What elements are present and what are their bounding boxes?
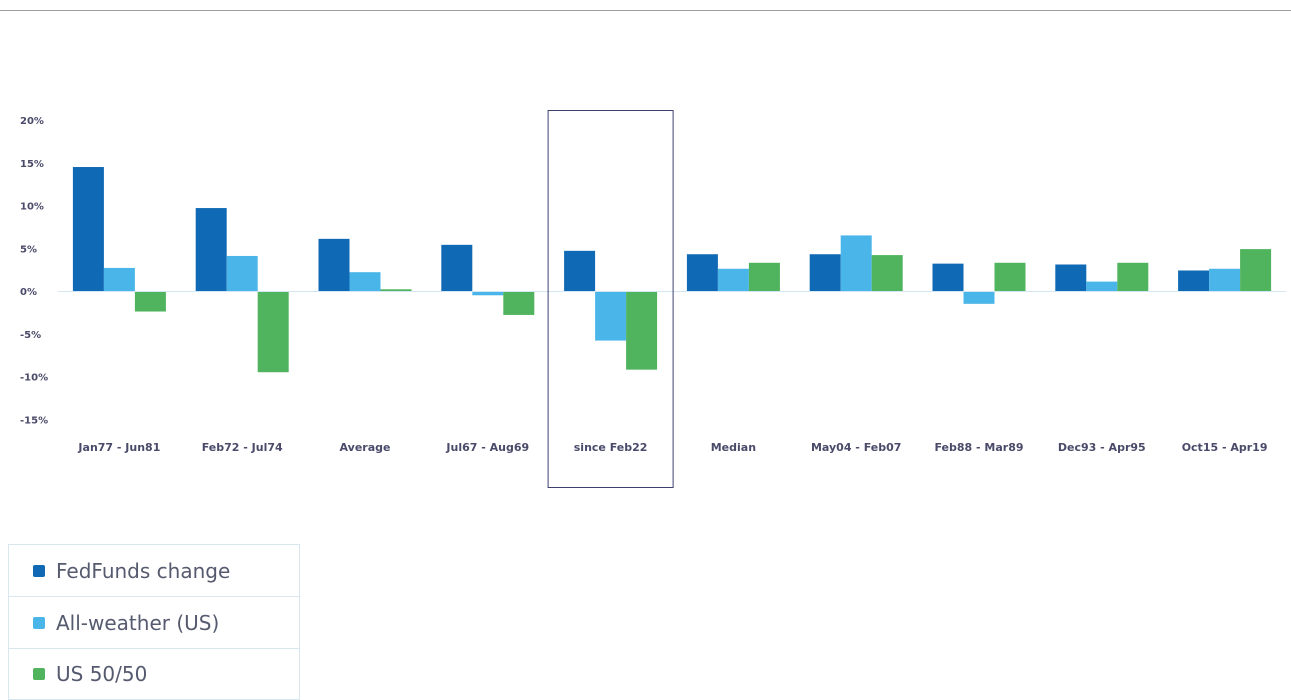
x-tick-label: Dec93 - Apr95 — [1058, 441, 1146, 454]
x-tick-label: Average — [340, 441, 391, 454]
x-tick-label: Median — [711, 441, 756, 454]
top-divider — [0, 10, 1291, 11]
y-tick-label: 15% — [20, 159, 44, 170]
bar — [1055, 264, 1087, 291]
bar — [134, 291, 166, 312]
bar — [1178, 270, 1210, 291]
bar — [840, 235, 872, 291]
bar — [748, 262, 780, 291]
legend-item: FedFunds change — [9, 545, 299, 597]
y-tick-label: 10% — [20, 202, 44, 213]
bar — [932, 263, 964, 291]
x-tick-label: Oct15 - Apr19 — [1182, 441, 1268, 454]
legend-swatch — [33, 668, 45, 680]
bar — [595, 291, 627, 341]
legend-item: US 50/50 — [9, 649, 299, 699]
bar — [103, 267, 135, 291]
x-tick-label: since Feb22 — [574, 441, 648, 454]
bar — [809, 254, 841, 291]
y-tick-label: -15% — [20, 415, 48, 426]
bar — [871, 255, 903, 291]
bar-chart: 20% 15% 10% 5% 0% -5% -10% -15% Jan77 - Jun81 Fe… — [20, 110, 1286, 488]
bar — [441, 244, 473, 291]
y-tick-label: -5% — [20, 330, 41, 341]
y-tick-label: 5% — [20, 244, 37, 255]
y-tick-label: -10% — [20, 373, 48, 384]
bar — [349, 272, 381, 291]
x-tick-label: Feb72 - Jul74 — [202, 441, 283, 454]
bar — [380, 289, 412, 291]
x-tick-label: Jul67 - Aug69 — [445, 441, 529, 454]
legend-item: All-weather (US) — [9, 597, 299, 649]
bar — [195, 208, 227, 291]
bar — [686, 254, 718, 291]
legend-label: FedFunds change — [56, 558, 231, 583]
x-tick-label: May04 - Feb07 — [811, 441, 901, 454]
bar — [226, 255, 258, 291]
legend-label: All-weather (US) — [56, 610, 220, 635]
bar — [1117, 262, 1149, 291]
y-axis-ticks: 20% 15% 10% 5% 0% -5% -10% -15% — [20, 116, 48, 426]
legend: FedFunds change All-weather (US) US 50/5… — [8, 544, 300, 700]
x-tick-label: Feb88 - Mar89 — [934, 441, 1023, 454]
bar — [257, 291, 289, 373]
bar — [503, 291, 535, 315]
bar — [717, 268, 749, 291]
bar — [994, 262, 1026, 291]
legend-swatch — [33, 616, 45, 629]
bar — [472, 291, 504, 296]
y-tick-label: 0% — [20, 287, 37, 298]
highlight-box — [547, 110, 674, 488]
legend-label: US 50/50 — [56, 662, 148, 686]
bar — [72, 167, 104, 291]
bar — [1086, 281, 1118, 291]
x-axis-ticks: Jan77 - Jun81 Feb72 - Jul74 Average Jul67 -… — [77, 441, 1267, 454]
bars — [72, 167, 1272, 373]
legend-swatch — [33, 564, 45, 577]
bar — [1240, 249, 1272, 291]
bar — [318, 238, 350, 291]
bar — [1209, 268, 1241, 291]
bar — [564, 250, 596, 291]
bar — [626, 291, 658, 370]
y-tick-label: 20% — [20, 116, 44, 127]
x-tick-label: Jan77 - Jun81 — [77, 441, 160, 454]
bar — [963, 291, 995, 304]
